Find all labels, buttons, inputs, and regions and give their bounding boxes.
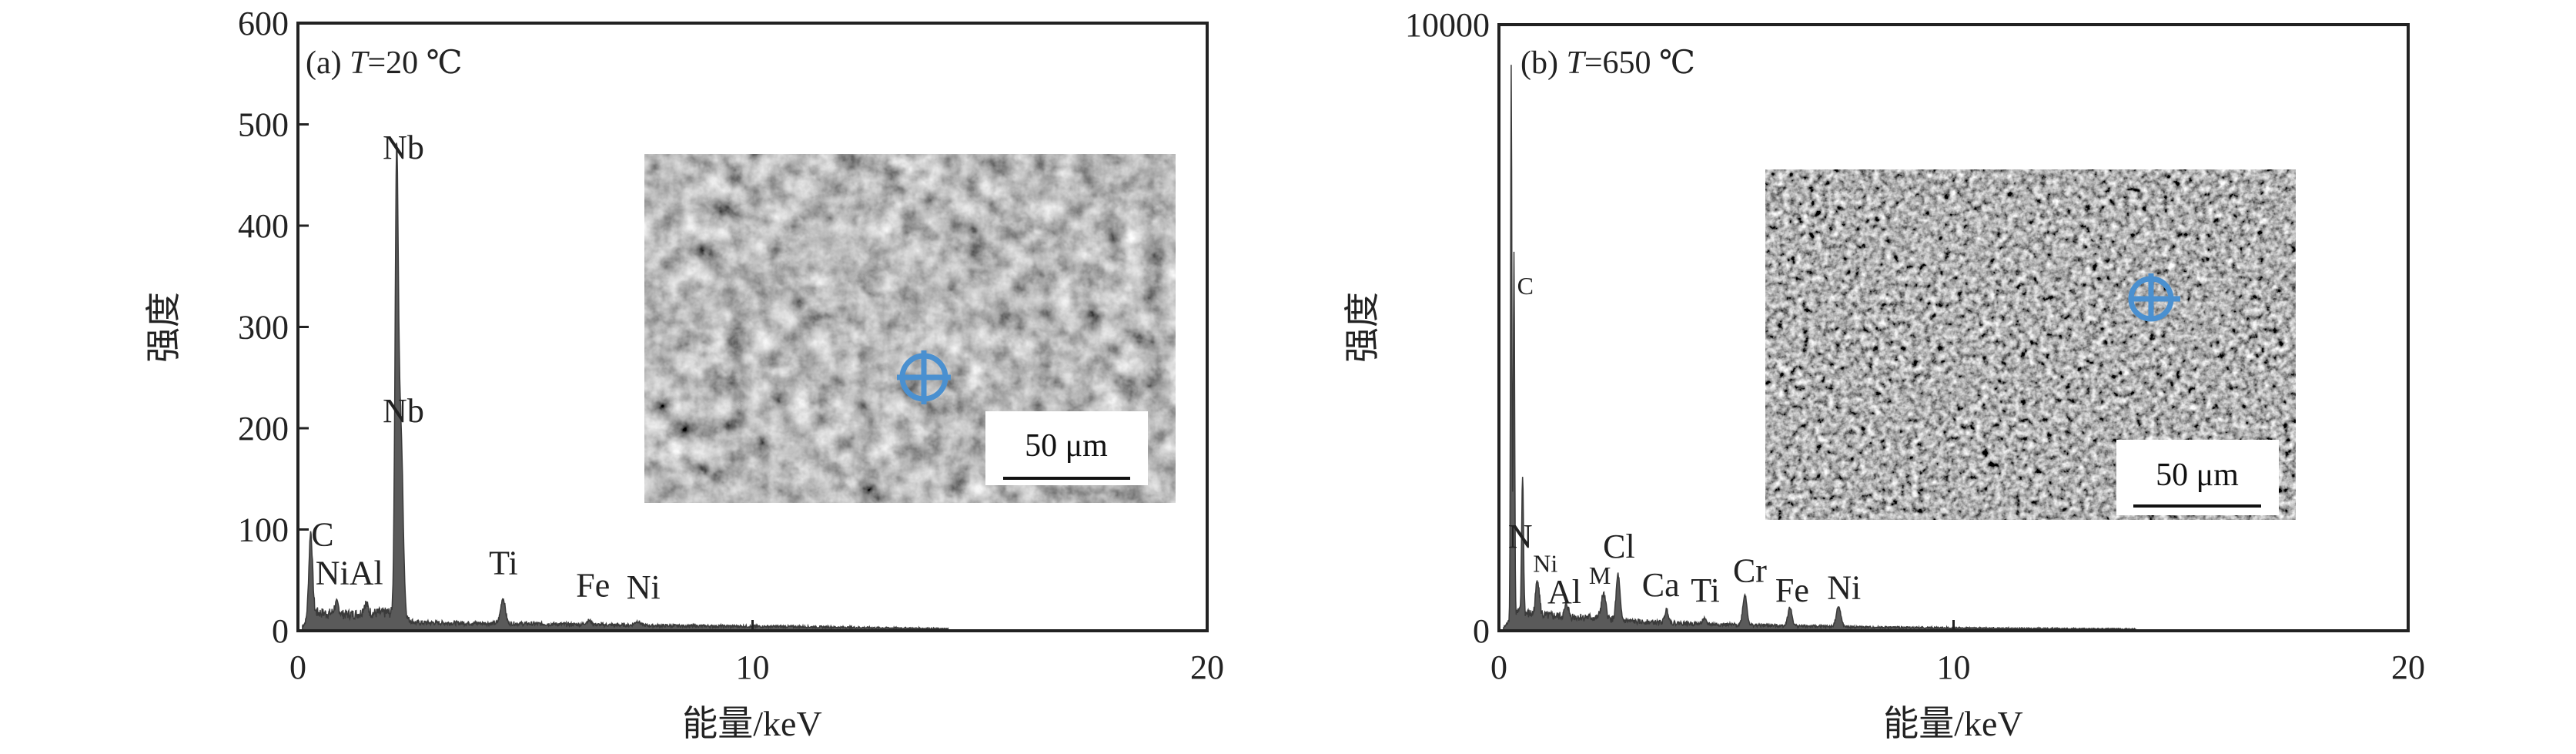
peak-label: Nb [383, 392, 424, 430]
scale-bar-label: 50 μm [1025, 428, 1108, 464]
panel-value: =650 ℃ [1584, 45, 1695, 81]
sem-inset-b: 50 μm [1765, 169, 2296, 520]
x-axis-label: 能量/keV [682, 704, 821, 743]
y-tick-label: 100 [238, 511, 289, 549]
y-tick-label: 600 [238, 5, 289, 42]
peak-label: Ti [1691, 571, 1720, 609]
peak-label: Fe [1775, 571, 1809, 609]
peak-label: C [1517, 272, 1534, 300]
peak-label: Al [1547, 573, 1581, 611]
panel-prefix: (a) [306, 45, 350, 81]
spectrum-fill [302, 142, 949, 632]
scale-bar-box [2116, 440, 2279, 515]
y-tick-label: 0 [272, 612, 289, 650]
crosshair-marker-icon [2128, 273, 2180, 322]
spectrum-area [302, 142, 949, 632]
x-tick-label: 0 [1490, 648, 1507, 686]
peak-label: Fe [576, 566, 610, 604]
peak-label: Ni [1827, 568, 1861, 606]
x-axis-label: 能量/keV [1883, 704, 2022, 743]
axes: 0 10000 0 10 20 [1405, 6, 2425, 686]
spectrum-chart-a: 50 μm 0 100 200 300 400 500 600 0 10 20 Nb Nb CNiAl… [144, 5, 1224, 743]
peak-label: M [1589, 561, 1611, 589]
y-tick-label: 500 [238, 106, 289, 144]
peak-label: Ni [1533, 550, 1557, 578]
y-tick-label: 300 [238, 309, 289, 347]
y-tick-label: 10000 [1405, 6, 1490, 44]
x-tick-label: 0 [289, 648, 306, 686]
peak-label: N [1508, 518, 1533, 555]
peak-label: Ti [489, 544, 518, 581]
peak-label: Cr [1733, 551, 1767, 589]
y-axis-label: 强度 [1343, 292, 1382, 363]
panel-label: (b) T=650 ℃ [1521, 45, 1695, 81]
y-tick-label: 0 [1473, 612, 1490, 650]
scale-bar-label: 50 μm [2156, 457, 2239, 493]
peak-label: Nb [383, 129, 424, 166]
x-tick-label: 20 [2391, 648, 2425, 686]
panel-var: T [1566, 45, 1586, 81]
crosshair-marker-icon [897, 350, 951, 404]
y-tick-label: 200 [238, 410, 289, 447]
peak-label: C [311, 516, 333, 554]
scale-bar-box [985, 411, 1148, 485]
sem-inset-a: 50 μm [644, 154, 1176, 503]
axes: 0 100 200 300 400 500 600 0 10 20 [238, 5, 1224, 686]
y-tick-label: 400 [238, 207, 289, 245]
peak-label: Cl [1603, 528, 1635, 565]
panel-prefix: (b) [1521, 45, 1566, 81]
panel-var: T [350, 45, 370, 81]
x-tick-label: 10 [736, 648, 770, 686]
peak-label: Ca [1642, 566, 1680, 604]
panel-value: =20 ℃ [367, 45, 462, 81]
x-tick-label: 10 [1937, 648, 1971, 686]
y-axis-label: 强度 [144, 292, 183, 363]
peak-label: NiAl [316, 555, 383, 592]
x-tick-label: 20 [1190, 648, 1224, 686]
spectrum-fill [1503, 65, 2136, 632]
panel-label: (a) T=20 ℃ [306, 45, 463, 81]
spectrum-area [1503, 65, 2136, 632]
peak-label: Ni [627, 568, 661, 606]
